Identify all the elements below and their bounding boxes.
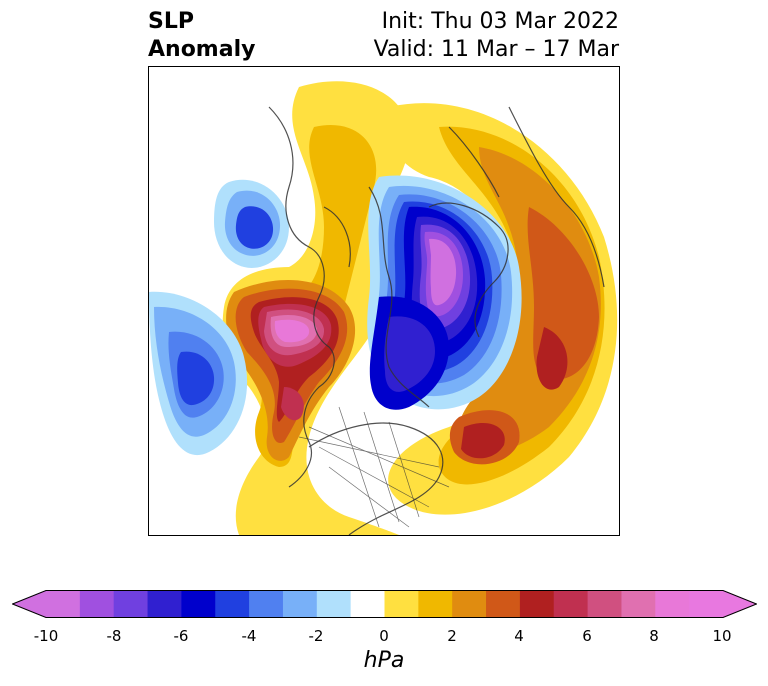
colorbar-tick-label: 8 <box>649 627 659 645</box>
colorbar-segment <box>452 590 487 618</box>
negative-anomaly-pacific <box>149 179 289 456</box>
valid-range: Valid: 11 Mar – 17 Mar <box>373 37 619 62</box>
anomaly-map-svg <box>149 81 618 535</box>
colorbar-segment <box>587 590 622 618</box>
map-title: SLP Anomaly <box>148 8 255 64</box>
positive-anomaly-pacific <box>222 81 410 535</box>
colorbar-tick-label: -6 <box>173 627 189 645</box>
title-variable: SLP <box>148 9 194 34</box>
colorbar-segment <box>113 590 149 618</box>
colorbar-segment <box>282 590 318 618</box>
colorbar-tick-label: 4 <box>514 627 524 645</box>
colorbar-segment <box>621 590 656 618</box>
colorbar-segment <box>181 590 216 618</box>
colorbar-segment <box>384 590 419 618</box>
colorbar-segment <box>655 590 690 618</box>
colorbar-tick-label: -10 <box>33 627 59 645</box>
colorbar-tick-label: 6 <box>582 627 592 645</box>
colorbar-over-arrow <box>723 590 757 618</box>
colorbar-segment <box>147 590 182 618</box>
colorbar-units: hPa <box>363 648 405 673</box>
colorbar-outline <box>12 590 757 618</box>
title-field: Anomaly <box>148 37 256 62</box>
colorbar-segment <box>689 590 724 618</box>
colorbar-segment <box>215 590 250 618</box>
colorbar-tick-label: 0 <box>379 627 389 645</box>
map-dates: Init: Thu 03 Mar 2022 Valid: 11 Mar – 17… <box>374 8 619 64</box>
colorbar-segment <box>316 590 352 618</box>
anomaly-map <box>148 66 620 536</box>
colorbar-under-arrow <box>12 590 46 618</box>
colorbar-segment <box>486 590 521 618</box>
colorbar <box>12 590 757 618</box>
colorbar-tick-label: 2 <box>447 627 457 645</box>
state-borders <box>298 406 450 528</box>
colorbar-tick-label: 10 <box>712 627 732 645</box>
colorbar-tick-label: -8 <box>106 627 122 645</box>
negative-anomaly-arctic <box>367 175 522 410</box>
colorbar-tick-label: -2 <box>308 627 324 645</box>
coastlines <box>268 106 605 535</box>
colorbar-tick-label: -4 <box>241 627 257 645</box>
init-date: Init: Thu 03 Mar 2022 <box>381 9 619 34</box>
colorbar-segment <box>79 590 115 618</box>
colorbar-segment <box>553 590 589 618</box>
colorbar-segment <box>249 590 284 618</box>
colorbar-segment <box>350 590 385 618</box>
colorbar-segment <box>519 590 555 618</box>
colorbar-segment <box>46 590 81 618</box>
colorbar-segment <box>418 590 453 618</box>
